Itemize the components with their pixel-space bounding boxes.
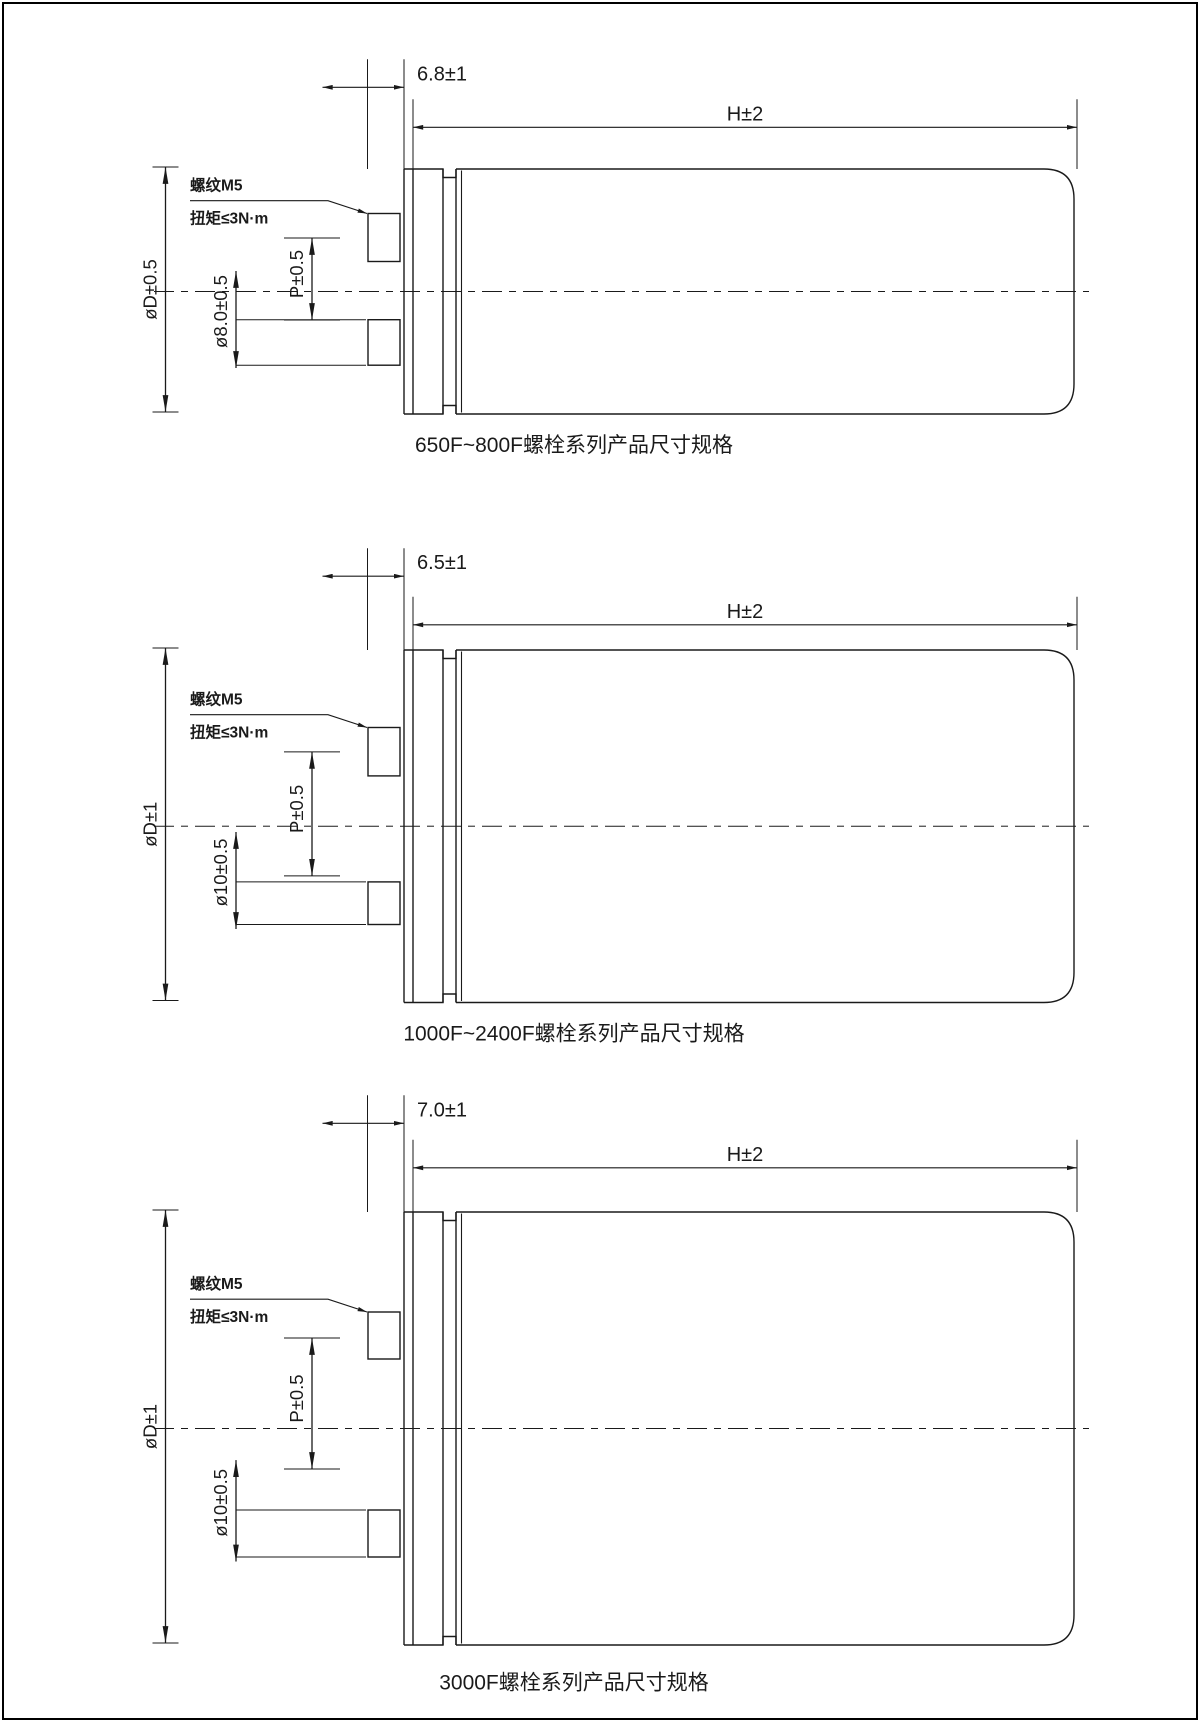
svg-text:H±2: H±2 — [727, 601, 764, 623]
svg-text:ø10±0.5: ø10±0.5 — [210, 1469, 231, 1537]
svg-text:扭矩≤3N·m: 扭矩≤3N·m — [190, 1307, 268, 1326]
svg-text:P±0.5: P±0.5 — [286, 1374, 307, 1422]
svg-text:H±2: H±2 — [727, 1144, 764, 1166]
svg-text:螺纹M5: 螺纹M5 — [190, 690, 243, 709]
svg-text:P±0.5: P±0.5 — [286, 785, 307, 833]
svg-text:øD±1: øD±1 — [140, 802, 161, 847]
svg-text:螺纹M5: 螺纹M5 — [190, 1274, 243, 1293]
svg-text:øD±1: øD±1 — [140, 1404, 161, 1449]
svg-text:H±2: H±2 — [727, 103, 764, 125]
svg-text:P±0.5: P±0.5 — [286, 250, 307, 298]
svg-text:650F~800F螺栓系列产品尺寸规格: 650F~800F螺栓系列产品尺寸规格 — [415, 434, 733, 457]
svg-text:扭矩≤3N·m: 扭矩≤3N·m — [190, 209, 268, 228]
svg-text:7.0±1: 7.0±1 — [417, 1099, 467, 1121]
svg-text:螺纹M5: 螺纹M5 — [190, 176, 243, 195]
svg-text:øD±0.5: øD±0.5 — [140, 259, 161, 320]
svg-text:扭矩≤3N·m: 扭矩≤3N·m — [190, 723, 268, 742]
svg-text:ø8.0±0.5: ø8.0±0.5 — [210, 275, 231, 348]
svg-text:6.5±1: 6.5±1 — [417, 552, 467, 574]
svg-text:ø10±0.5: ø10±0.5 — [210, 839, 231, 907]
svg-text:1000F~2400F螺栓系列产品尺寸规格: 1000F~2400F螺栓系列产品尺寸规格 — [403, 1023, 744, 1046]
svg-text:6.8±1: 6.8±1 — [417, 63, 467, 85]
svg-text:3000F螺栓系列产品尺寸规格: 3000F螺栓系列产品尺寸规格 — [439, 1672, 709, 1695]
